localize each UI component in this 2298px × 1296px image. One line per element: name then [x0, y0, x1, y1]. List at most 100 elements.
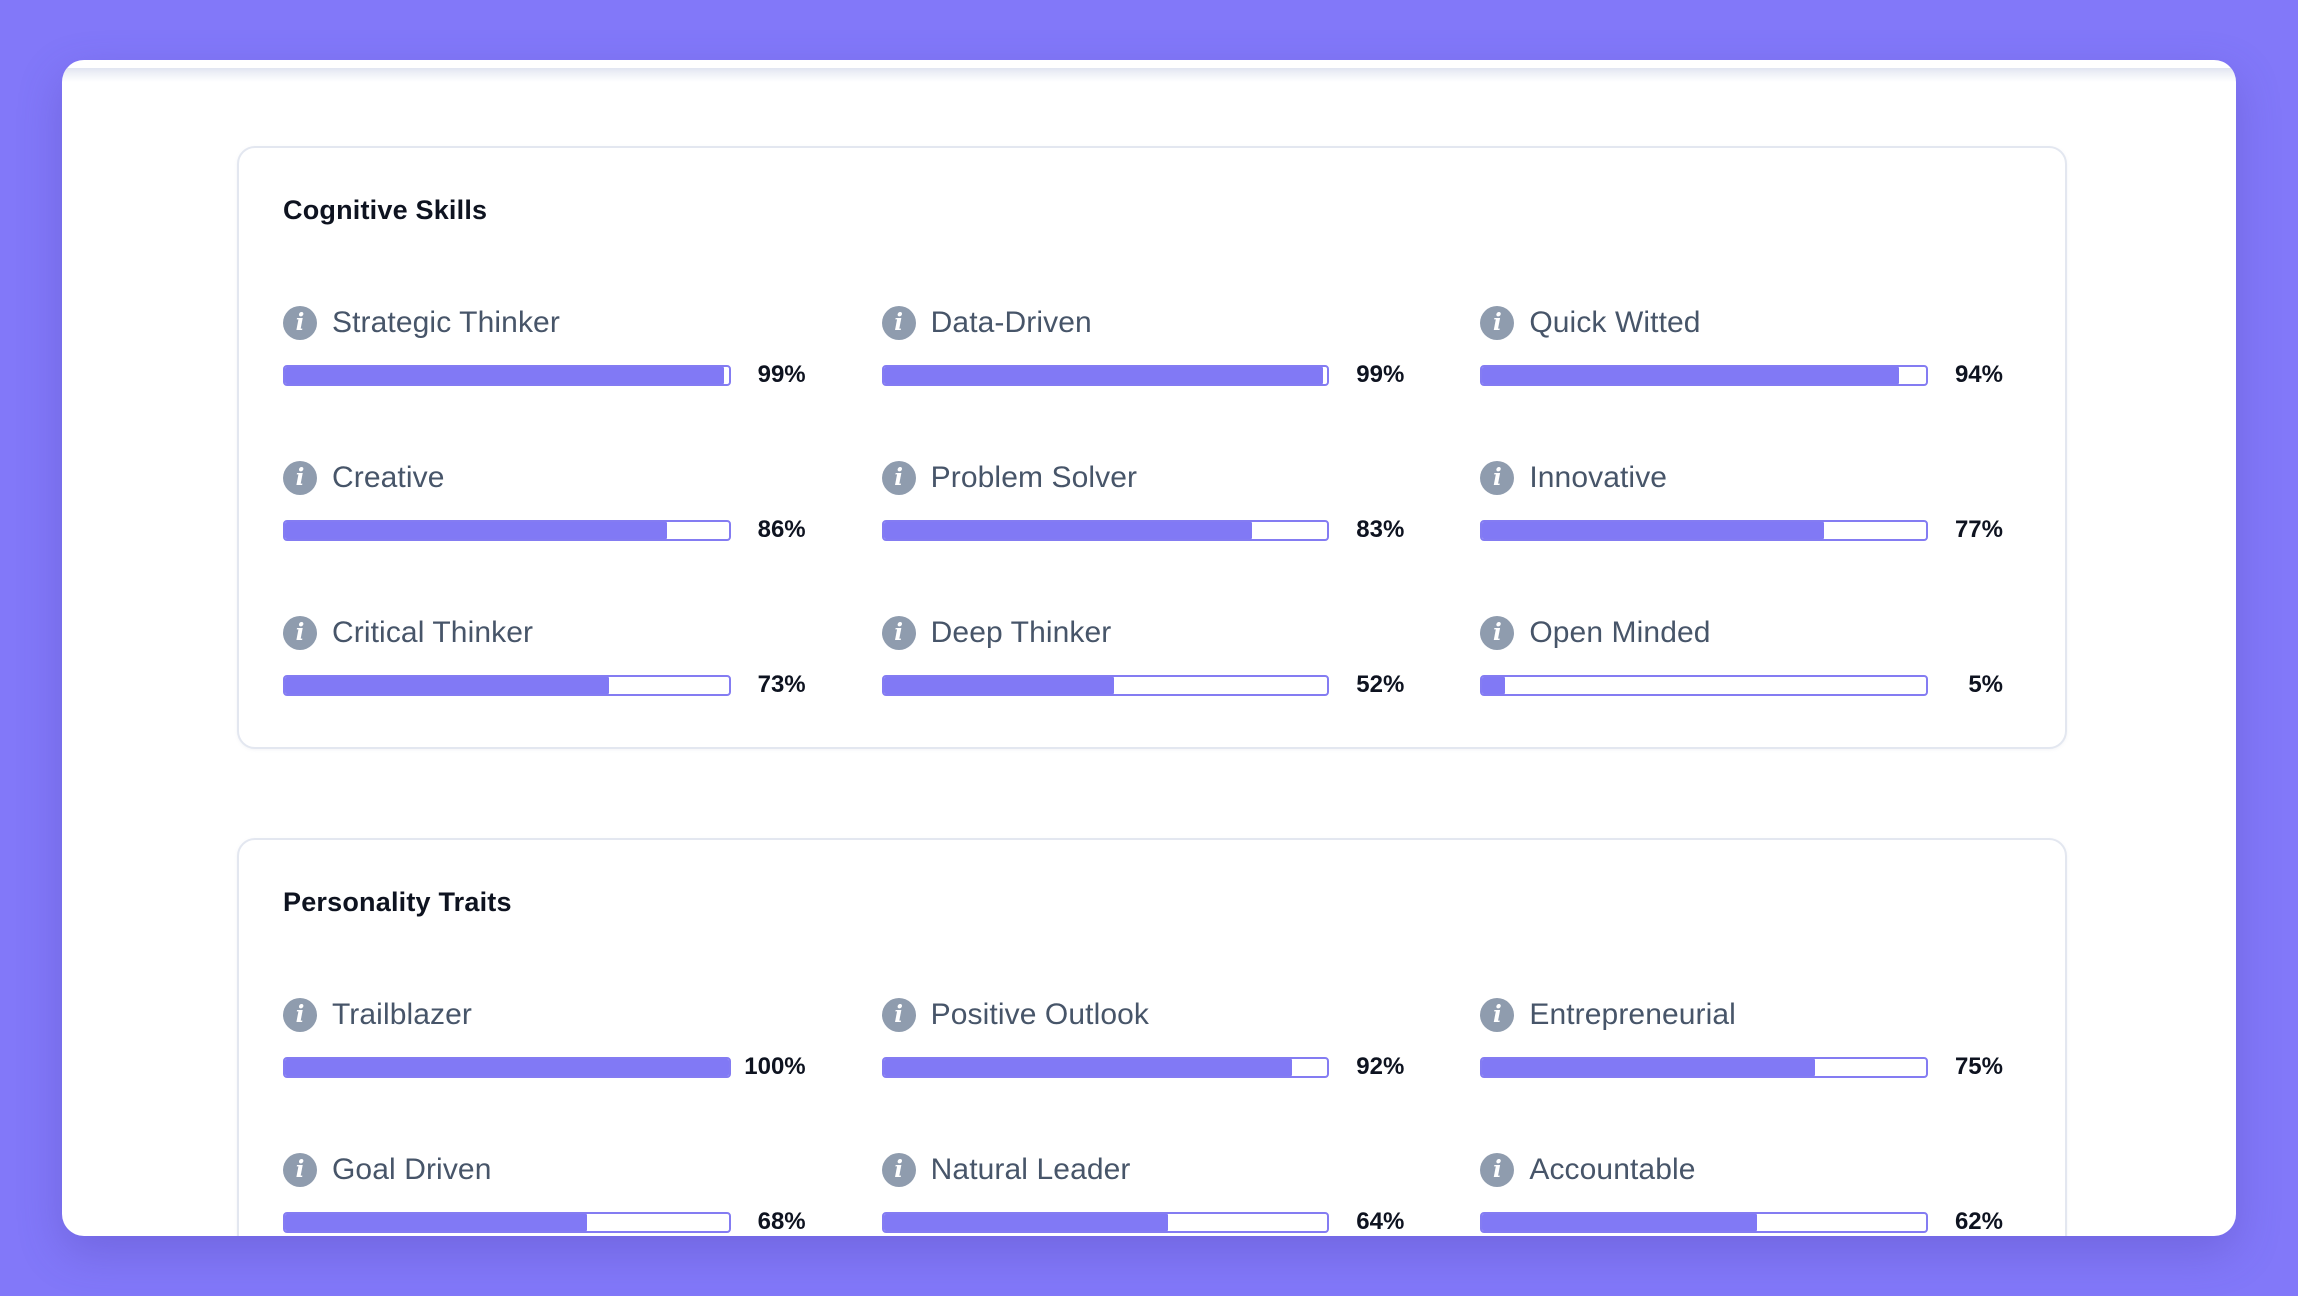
skill-item: i Quick Witted 94% [1480, 306, 2003, 389]
progress-track [881, 1056, 1330, 1078]
info-icon[interactable]: i [881, 306, 916, 340]
skill-label: Natural Leader [930, 1153, 1131, 1186]
skill-percent: 86% [757, 516, 806, 543]
progress-fill [883, 521, 1252, 539]
progress-track [283, 364, 731, 386]
progress-fill [1482, 1058, 1816, 1076]
skill-percent: 94% [1954, 361, 2003, 388]
progress-row: 94% [1480, 361, 2003, 389]
skill-label: Data-Driven [930, 306, 1092, 339]
info-icon[interactable]: i [283, 1153, 317, 1187]
skill-item: i Goal Driven 68% [283, 1153, 806, 1236]
skill-label: Critical Thinker [332, 616, 534, 649]
info-icon[interactable]: i [881, 616, 916, 650]
progress-row: 75% [1480, 1053, 2003, 1081]
skill-percent: 52% [1356, 671, 1405, 698]
skill-item: i Deep Thinker 52% [881, 616, 1405, 699]
progress-track [1480, 364, 1928, 386]
skill-label: Creative [332, 461, 445, 494]
skill-item: i Innovative 77% [1480, 461, 2003, 544]
main-card: Cognitive Skills i Strategic Thinker 99%… [62, 60, 2236, 1236]
progress-fill [285, 1213, 587, 1231]
skill-header: i Problem Solver [881, 461, 1405, 495]
progress-track [283, 1211, 731, 1233]
skill-percent: 62% [1954, 1208, 2003, 1235]
skill-item: i Data-Driven 99% [881, 306, 1405, 389]
progress-track [1480, 1211, 1928, 1233]
skill-header: i Innovative [1480, 461, 2003, 495]
progress-row: 83% [881, 516, 1405, 544]
progress-row: 86% [283, 516, 806, 544]
progress-row: 62% [1480, 1208, 2003, 1236]
skill-header: i Open Minded [1480, 616, 2003, 650]
info-icon[interactable]: i [881, 461, 916, 495]
progress-row: 99% [881, 361, 1404, 389]
progress-row: 100% [283, 1053, 806, 1081]
skill-label: Entrepreneurial [1529, 998, 1736, 1031]
skill-item: i Positive Outlook 92% [881, 998, 1405, 1081]
info-icon[interactable]: i [881, 1153, 916, 1187]
progress-fill [285, 521, 667, 539]
progress-row: 92% [881, 1053, 1405, 1081]
card-content: Cognitive Skills i Strategic Thinker 99%… [62, 60, 2236, 1236]
progress-fill [285, 1058, 729, 1076]
skill-percent: 75% [1954, 1053, 2003, 1080]
progress-row: 64% [881, 1208, 1404, 1236]
skill-label: Deep Thinker [930, 616, 1112, 649]
info-icon[interactable]: i [1480, 306, 1515, 340]
progress-track [283, 519, 731, 541]
info-icon[interactable]: i [283, 998, 317, 1032]
info-icon[interactable]: i [283, 616, 317, 650]
progress-track [283, 674, 731, 696]
info-icon[interactable]: i [1480, 998, 1515, 1032]
info-icon[interactable]: i [1480, 461, 1515, 495]
section-title: Personality Traits [283, 887, 512, 917]
info-icon[interactable]: i [1480, 1153, 1515, 1187]
skill-percent: 73% [757, 671, 806, 698]
skill-header: i Data-Driven [881, 306, 1405, 340]
skill-percent: 77% [1954, 516, 2003, 543]
progress-track [283, 1056, 731, 1078]
skill-item: i Trailblazer 100% [283, 998, 806, 1081]
skill-label: Innovative [1529, 461, 1668, 494]
skill-item: i Critical Thinker 73% [283, 616, 806, 699]
skill-item: i Open Minded 5% [1480, 616, 2003, 699]
progress-track [1480, 1056, 1928, 1078]
skill-header: i Strategic Thinker [283, 306, 806, 340]
skill-percent: 5% [1968, 671, 2003, 698]
progress-fill [1482, 1213, 1758, 1231]
skills-grid: i Strategic Thinker 99% i Data-Driven 99… [283, 306, 2003, 699]
skill-label: Accountable [1529, 1153, 1696, 1186]
skill-label: Open Minded [1529, 616, 1711, 649]
skill-label: Quick Witted [1529, 306, 1701, 339]
progress-row: 77% [1480, 516, 2003, 544]
progress-row: 68% [283, 1208, 806, 1236]
skill-item: i Natural Leader 64% [881, 1153, 1404, 1236]
skill-label: Goal Driven [332, 1153, 492, 1186]
section-panel-1: Personality Traits i Trailblazer 100% i … [237, 838, 2067, 1236]
info-icon[interactable]: i [1480, 616, 1515, 650]
progress-fill [883, 1213, 1168, 1231]
section-title: Cognitive Skills [283, 195, 488, 225]
progress-fill [285, 676, 609, 694]
progress-row: 5% [1480, 671, 2003, 699]
skill-header: i Positive Outlook [881, 998, 1405, 1032]
info-icon[interactable]: i [283, 306, 317, 340]
skill-header: i Creative [283, 461, 806, 495]
skill-percent: 83% [1356, 516, 1405, 543]
skill-item: i Problem Solver 83% [881, 461, 1405, 544]
skill-item: i Accountable 62% [1480, 1153, 2003, 1236]
progress-fill [883, 366, 1323, 384]
progress-track [881, 674, 1330, 696]
skill-item: i Strategic Thinker 99% [283, 306, 806, 389]
skill-percent: 92% [1356, 1053, 1405, 1080]
skill-percent: 100% [744, 1053, 806, 1080]
info-icon[interactable]: i [881, 998, 916, 1032]
progress-row: 52% [881, 671, 1405, 699]
progress-track [881, 1211, 1330, 1233]
skill-label: Problem Solver [930, 461, 1138, 494]
skill-item: i Entrepreneurial 75% [1480, 998, 2003, 1081]
progress-track [881, 519, 1330, 541]
info-icon[interactable]: i [283, 461, 317, 495]
